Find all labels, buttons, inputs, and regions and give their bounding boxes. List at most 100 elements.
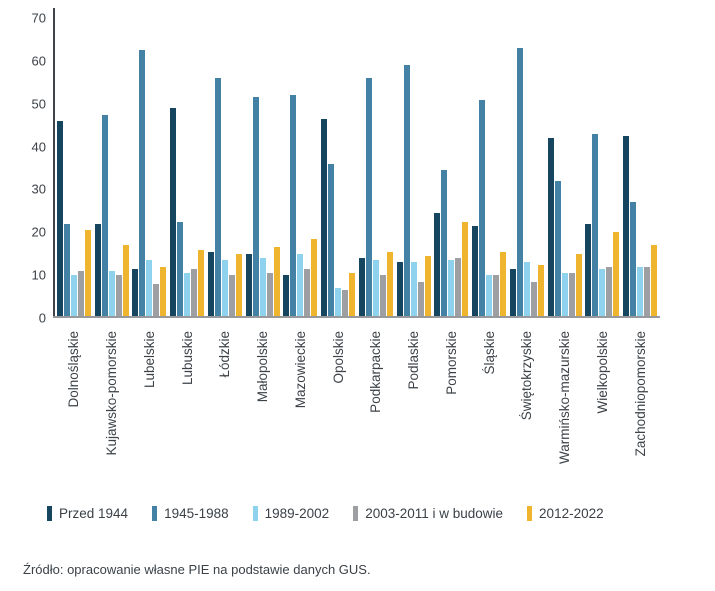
bar-group-14 <box>546 8 584 316</box>
bar <box>644 266 651 316</box>
bar <box>530 281 537 316</box>
x-axis-line <box>53 316 660 318</box>
bar-group-1 <box>55 8 93 316</box>
bar <box>500 251 507 316</box>
bar <box>537 264 544 316</box>
x-category-label-7: Mazowieckie <box>292 331 308 409</box>
bar <box>84 230 91 316</box>
source-note: Źródło: opracowanie własne PIE na podsta… <box>23 562 371 577</box>
bar <box>493 275 500 316</box>
y-tick-label-30: 30 <box>31 181 46 197</box>
x-label-cell: Kujawsko-pomorskie <box>93 331 131 464</box>
y-tick-label-0: 0 <box>38 310 46 326</box>
bar <box>321 118 328 316</box>
bar <box>417 281 424 316</box>
x-category-label-3: Lubelskie <box>141 331 157 389</box>
legend-swatch-icon <box>353 506 359 521</box>
bar <box>379 275 386 316</box>
bar <box>115 275 122 316</box>
bar <box>94 223 101 316</box>
x-label-cell: Lubuskie <box>168 331 206 464</box>
bar <box>561 273 568 316</box>
bar-group-5 <box>206 8 244 316</box>
legend-item: 1945-1988 <box>152 506 229 521</box>
bar <box>365 78 372 316</box>
bar <box>304 268 311 316</box>
bar <box>613 232 620 316</box>
plot-area <box>55 8 659 316</box>
bar <box>252 97 259 316</box>
bar <box>198 249 205 316</box>
bar <box>235 253 242 316</box>
bar <box>177 221 184 316</box>
bar <box>630 202 637 316</box>
legend-label: 2003-2011 i w budowie <box>365 506 504 521</box>
x-label-cell: Lubelskie <box>131 331 169 464</box>
x-label-cell: Opolskie <box>319 331 357 464</box>
x-category-label-14: Warmińsko-mazurskie <box>557 331 573 465</box>
bar-group-2 <box>93 8 131 316</box>
legend-item: 2003-2011 i w budowie <box>353 506 503 521</box>
x-label-cell: Świętokrzyskie <box>508 331 546 464</box>
x-category-label-4: Lubuskie <box>179 331 195 386</box>
bar <box>403 65 410 316</box>
y-tick-label-20: 20 <box>31 224 46 240</box>
bar-group-15 <box>584 8 622 316</box>
y-tick-label-60: 60 <box>31 53 46 69</box>
legend-label: 1989-2002 <box>264 506 330 521</box>
bar <box>63 223 70 316</box>
bar <box>191 268 198 316</box>
bar <box>153 283 160 316</box>
bar-group-7 <box>282 8 320 316</box>
bar-group-8 <box>319 8 357 316</box>
bar <box>170 108 177 316</box>
bar <box>290 95 297 316</box>
x-label-cell: Podkarpackie <box>357 331 395 464</box>
x-category-label-12: Śląskie <box>481 331 497 375</box>
x-category-label-8: Opolskie <box>330 331 346 384</box>
bar <box>297 253 304 316</box>
legend-label: 1945-1988 <box>164 506 229 521</box>
bar <box>328 163 335 316</box>
bar <box>207 251 214 316</box>
bar <box>606 266 613 316</box>
legend-label: Przed 1944 <box>59 506 129 521</box>
x-category-label-1: Dolnośląskie <box>66 331 82 408</box>
y-tick-label-10: 10 <box>31 267 46 283</box>
bar <box>342 290 349 316</box>
x-category-label-10: Podlaskie <box>406 331 422 390</box>
bar <box>523 262 530 316</box>
bar <box>349 273 356 316</box>
bar <box>146 260 153 316</box>
bar <box>335 288 342 316</box>
chart-legend: Przed 1944 1945-1988 1989-2002 2003-2011 i … <box>47 506 604 521</box>
bar <box>441 170 448 316</box>
x-category-label-11: Pomorskie <box>443 331 459 395</box>
x-label-cell: Pomorskie <box>433 331 471 464</box>
x-label-cell: Podlaskie <box>395 331 433 464</box>
bar <box>372 260 379 316</box>
x-label-cell: Małopolskie <box>244 331 282 464</box>
bar <box>139 50 146 316</box>
bar <box>472 226 479 316</box>
bar <box>599 268 606 316</box>
bar <box>434 213 441 316</box>
bar <box>273 247 280 316</box>
bar <box>455 258 462 316</box>
bar <box>568 273 575 316</box>
bar <box>101 114 108 316</box>
bar <box>637 266 644 316</box>
x-category-label-9: Podkarpackie <box>368 331 384 413</box>
bar-group-13 <box>508 8 546 316</box>
bar <box>77 271 84 316</box>
bar <box>214 78 221 316</box>
legend-item: Przed 1944 <box>47 506 128 521</box>
bar <box>585 223 592 316</box>
x-label-cell: Śląskie <box>470 331 508 464</box>
bar <box>228 275 235 316</box>
bar-group-16 <box>621 8 659 316</box>
y-tick-label-50: 50 <box>31 96 46 112</box>
y-tick-label-40: 40 <box>31 139 46 155</box>
bar <box>184 273 191 316</box>
bar <box>160 266 167 316</box>
